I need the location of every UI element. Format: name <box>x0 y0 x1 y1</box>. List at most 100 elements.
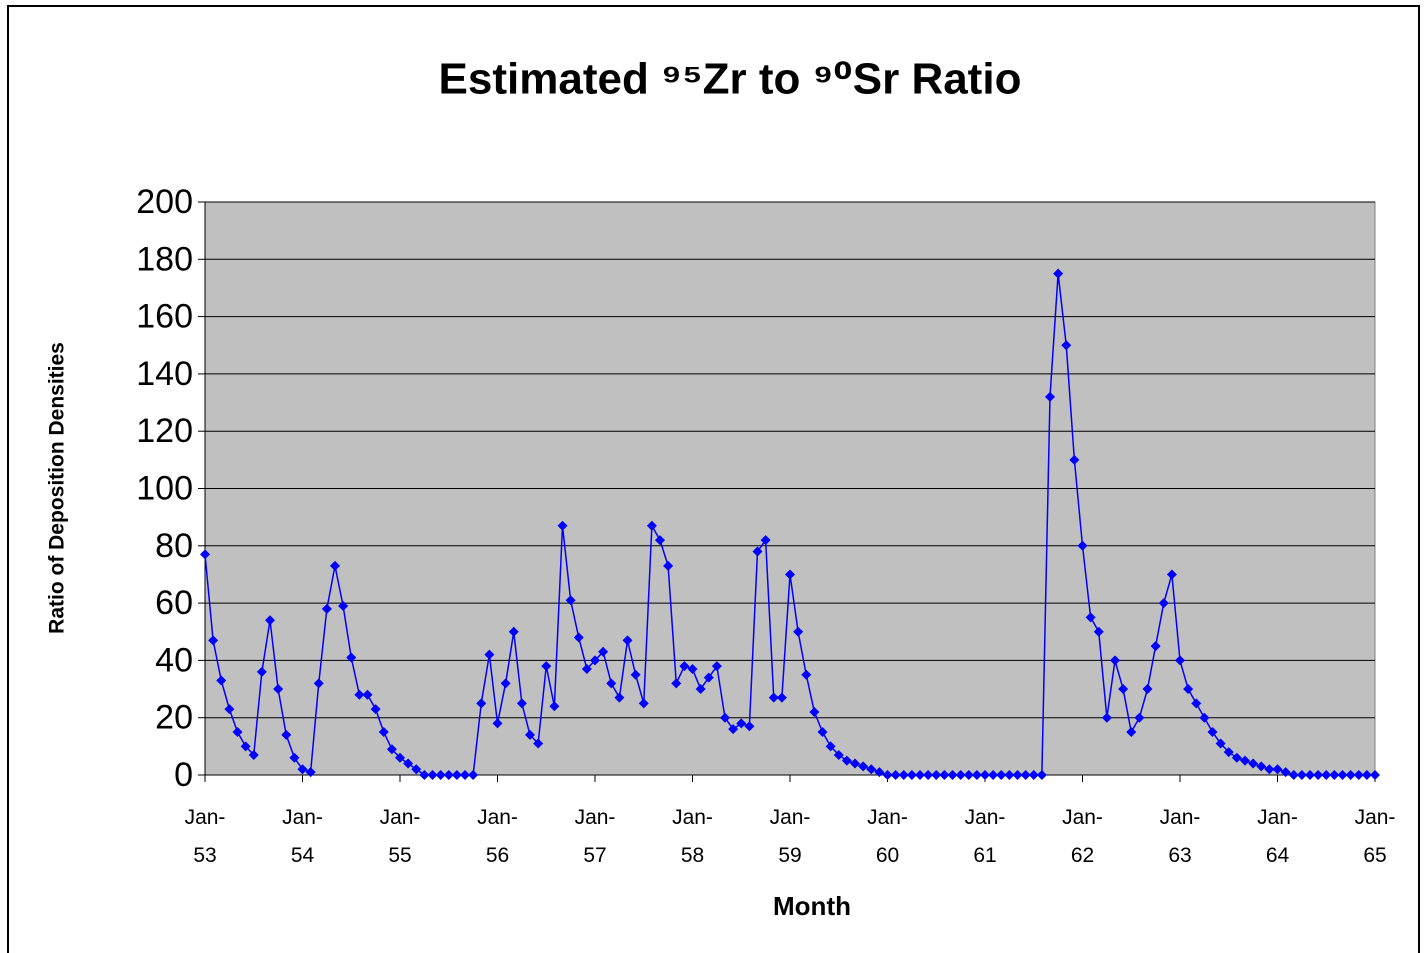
data-point <box>1069 454 1080 465</box>
data-point <box>1110 655 1120 666</box>
data-point <box>256 666 267 677</box>
data-point <box>1321 770 1332 780</box>
data-point <box>915 770 925 780</box>
data-point <box>1004 770 1015 780</box>
data-point <box>549 701 560 712</box>
data-point <box>785 569 795 580</box>
data-point <box>1199 712 1210 723</box>
data-point <box>573 632 584 643</box>
data-point <box>720 712 730 723</box>
data-point <box>460 770 470 780</box>
data-point <box>850 758 860 769</box>
data-point <box>931 770 942 780</box>
data-point <box>955 770 966 780</box>
data-point <box>362 689 373 700</box>
data-point <box>1012 770 1023 780</box>
x-tick-label: Jan-58 <box>672 806 713 867</box>
data-point <box>728 724 739 735</box>
data-point <box>208 635 219 646</box>
data-point <box>403 758 414 769</box>
data-point <box>1134 712 1145 723</box>
x-tick-label: Jan-62 <box>1062 806 1103 867</box>
data-point <box>395 752 405 763</box>
data-point <box>760 535 771 546</box>
data-point <box>1207 727 1218 738</box>
data-point <box>988 770 999 780</box>
data-point <box>1305 770 1315 780</box>
data-point <box>638 698 649 709</box>
data-point <box>1101 712 1112 723</box>
data-point <box>971 770 982 780</box>
data-point <box>622 635 633 646</box>
data-point <box>1231 752 1242 763</box>
data-point <box>1020 770 1031 780</box>
data-point <box>313 678 324 689</box>
data-point <box>736 718 747 729</box>
data-point <box>980 770 990 780</box>
y-axis-label: Ratio of Deposition Densities <box>46 342 69 634</box>
data-point <box>533 738 544 749</box>
data-point <box>581 663 592 674</box>
data-point <box>890 770 901 780</box>
data-point <box>898 770 909 780</box>
x-tick-label: Jan-54 <box>282 806 323 867</box>
data-point <box>330 560 340 571</box>
x-tick-label: Jan-61 <box>965 806 1006 867</box>
y-tick-label: 140 <box>136 355 193 393</box>
data-point <box>321 603 332 614</box>
data-point <box>500 678 511 689</box>
data-point <box>232 727 243 738</box>
data-point <box>630 669 641 680</box>
data-point <box>1337 770 1348 780</box>
data-point <box>541 661 552 672</box>
data-point <box>411 764 422 775</box>
data-point <box>224 704 235 715</box>
data-point <box>297 764 308 775</box>
data-point <box>1142 684 1153 695</box>
data-point <box>370 704 381 715</box>
data-point <box>1045 391 1055 402</box>
y-tick-label: 40 <box>155 641 193 679</box>
data-point <box>963 770 974 780</box>
data-point <box>419 770 430 780</box>
y-tick-label: 0 <box>174 756 193 794</box>
data-point <box>1223 747 1234 758</box>
data-point <box>273 684 284 695</box>
data-point <box>1150 641 1161 652</box>
x-tick-label: Jan-57 <box>575 806 616 867</box>
data-point <box>265 615 275 626</box>
data-point <box>1085 612 1096 623</box>
data-point <box>1061 340 1072 351</box>
data-point <box>427 770 438 780</box>
data-point <box>1280 767 1291 778</box>
x-tick-label: Jan-60 <box>867 806 908 867</box>
data-point <box>858 761 869 772</box>
data-point <box>1361 770 1372 780</box>
data-point <box>671 678 682 689</box>
data-point <box>281 729 292 740</box>
data-point <box>590 655 600 666</box>
data-point <box>646 520 657 531</box>
data-point <box>565 595 576 606</box>
data-point <box>939 770 950 780</box>
x-tick-label: Jan-65 <box>1355 806 1396 867</box>
data-point <box>906 770 917 780</box>
y-tick-label: 80 <box>155 527 193 565</box>
data-point <box>801 669 812 680</box>
data-point <box>1329 770 1340 780</box>
data-point <box>614 692 625 703</box>
data-point <box>606 678 617 689</box>
data-point <box>476 698 487 709</box>
data-point <box>1093 626 1104 637</box>
data-point <box>1240 755 1250 766</box>
data-point <box>443 770 454 780</box>
data-point <box>1118 684 1129 695</box>
data-point <box>1248 758 1259 769</box>
x-tick-label: Jan-64 <box>1257 806 1298 867</box>
data-point <box>793 626 804 637</box>
data-point <box>825 741 836 752</box>
data-point <box>1353 770 1364 780</box>
data-point <box>451 770 462 780</box>
data-point <box>216 675 227 686</box>
data-point <box>1126 727 1137 738</box>
